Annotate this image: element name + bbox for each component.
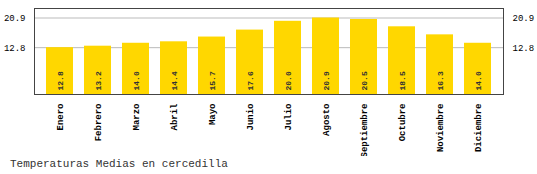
svg-text:Noviembre: Noviembre <box>436 104 446 153</box>
svg-text:20.5: 20.5 <box>360 71 369 90</box>
svg-text:18.5: 18.5 <box>398 71 407 90</box>
svg-text:20.9: 20.9 <box>513 14 535 24</box>
svg-text:12.8: 12.8 <box>4 44 26 54</box>
svg-text:Septiembre: Septiembre <box>360 104 370 157</box>
svg-text:16.3: 16.3 <box>436 71 445 90</box>
svg-text:Agosto: Agosto <box>322 104 332 136</box>
svg-text:14.0: 14.0 <box>474 71 483 90</box>
svg-text:12.8: 12.8 <box>56 71 65 90</box>
svg-text:14.0: 14.0 <box>132 71 141 90</box>
svg-text:20.9: 20.9 <box>322 71 331 90</box>
svg-text:17.6: 17.6 <box>246 71 255 90</box>
svg-text:13.2: 13.2 <box>94 71 103 90</box>
svg-text:12.8: 12.8 <box>513 44 535 54</box>
svg-text:Junio: Junio <box>246 104 256 131</box>
svg-text:Febrero: Febrero <box>94 104 104 142</box>
svg-text:20.0: 20.0 <box>284 71 293 90</box>
svg-text:Octubre: Octubre <box>398 104 408 142</box>
svg-text:Mayo: Mayo <box>208 104 218 126</box>
svg-text:15.7: 15.7 <box>208 71 217 90</box>
html-text:Temperaturas Medias en cercedi: Temperaturas Medias en cercedilla <box>10 158 228 170</box>
svg-text:Julio: Julio <box>284 104 294 131</box>
svg-text:20.9: 20.9 <box>4 14 26 24</box>
svg-text:Diciembre: Diciembre <box>474 104 484 153</box>
svg-text:Marzo: Marzo <box>132 104 142 131</box>
svg-text:14.4: 14.4 <box>170 71 179 90</box>
svg-text:Enero: Enero <box>56 104 66 131</box>
svg-text:Abril: Abril <box>170 103 180 131</box>
